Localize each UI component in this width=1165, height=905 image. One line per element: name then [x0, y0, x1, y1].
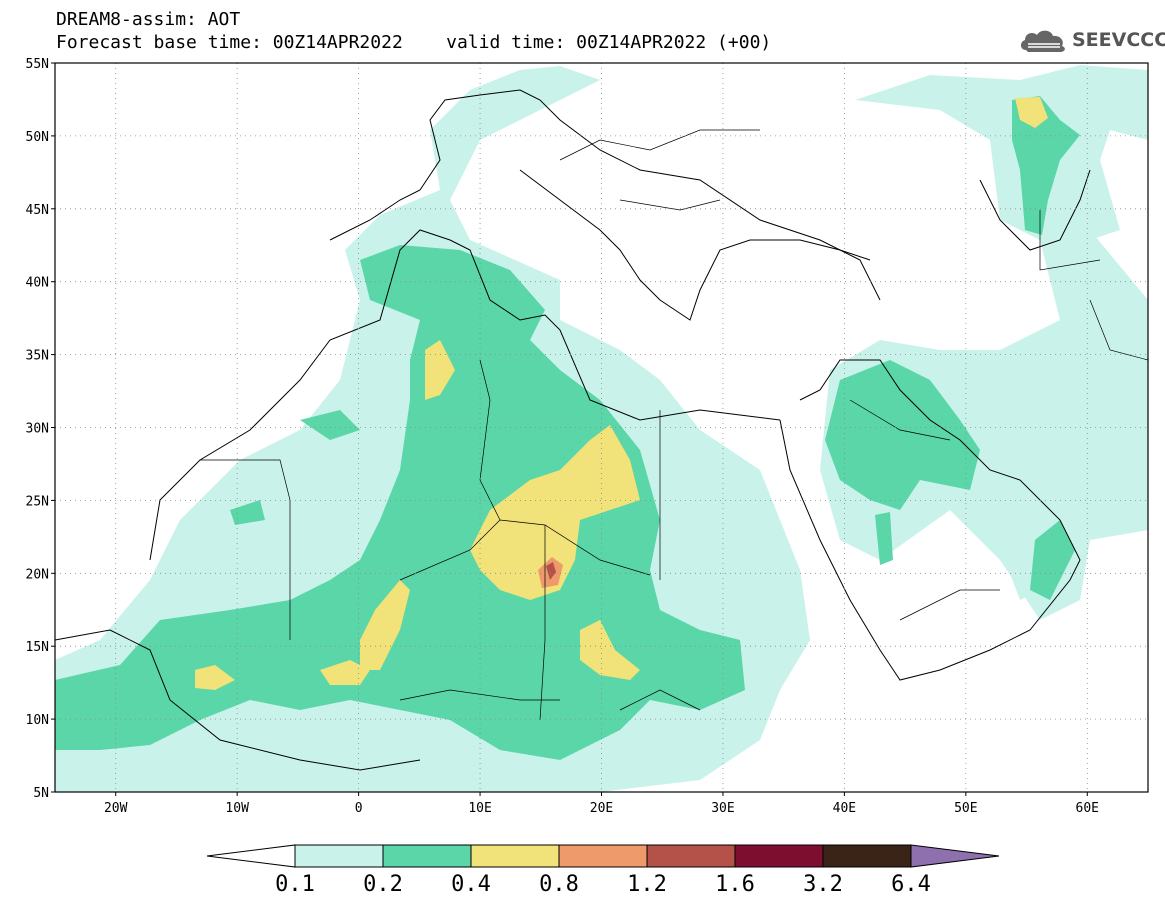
lon-label: 10W	[225, 801, 249, 816]
lat-label: 45N	[26, 203, 49, 218]
lat-label: 25N	[26, 494, 49, 509]
colorbar-label: 0.4	[451, 872, 491, 897]
colorbar-label: 1.6	[715, 872, 755, 897]
longitude-labels: 20W 10W 0 10E 20E 30E 40E 50E 60E	[104, 801, 1099, 816]
lat-label: 55N	[26, 57, 49, 72]
lon-label: 10E	[468, 801, 491, 816]
lat-label: 30N	[26, 422, 49, 437]
forecast-time-line: Forecast base time: 00Z14APR2022 valid t…	[56, 32, 772, 53]
seevccc-logo: SEEVCCC	[1018, 26, 1165, 56]
colorbar-label: 1.2	[627, 872, 667, 897]
colorbar-segment	[382, 844, 472, 868]
graticule	[55, 63, 1148, 792]
colorbar-label: 0.8	[539, 872, 579, 897]
aot-level-0.4	[195, 97, 1048, 690]
aot-level-0.2	[55, 96, 1080, 760]
colorbar-segment	[646, 844, 736, 868]
lon-label: 30E	[711, 801, 734, 816]
lon-label: 50E	[954, 801, 977, 816]
colorbar-label: 6.4	[891, 872, 931, 897]
colorbar-segment	[294, 844, 384, 868]
colorbar-over-triangle	[910, 844, 1000, 868]
lat-label: 40N	[26, 276, 49, 291]
aot-level-1.2	[546, 562, 556, 580]
colorbar-segment	[822, 844, 912, 868]
lat-label: 5N	[33, 786, 49, 801]
colorbar-label: 3.2	[803, 872, 843, 897]
cloud-icon	[1020, 30, 1065, 52]
colorbar-segment	[470, 844, 560, 868]
lon-label: 20E	[590, 801, 613, 816]
latitude-labels: 55N 50N 45N 40N 35N 30N 25N 20N 15N 10N 5N	[26, 57, 49, 801]
lat-label: 50N	[26, 130, 49, 145]
aot-colorbar	[206, 844, 1000, 868]
lat-label: 20N	[26, 567, 49, 582]
lat-label: 15N	[26, 640, 49, 655]
logo-text: SEEVCCC	[1072, 29, 1165, 51]
lat-label: 10N	[26, 713, 49, 728]
coastlines	[55, 89, 1091, 771]
colorbar-label: 0.2	[363, 872, 403, 897]
colorbar-under-triangle	[206, 844, 296, 868]
colorbar-segment	[558, 844, 648, 868]
colorbar-label: 0.1	[275, 872, 315, 897]
colorbar-segment	[734, 844, 824, 868]
country-borders	[200, 129, 1148, 721]
lat-label: 35N	[26, 349, 49, 364]
map-title: DREAM8-assim: AOT	[56, 9, 241, 30]
lon-label: 60E	[1076, 801, 1099, 816]
lon-label: 20W	[104, 801, 128, 816]
lon-label: 0	[355, 801, 363, 816]
lon-label: 40E	[833, 801, 856, 816]
